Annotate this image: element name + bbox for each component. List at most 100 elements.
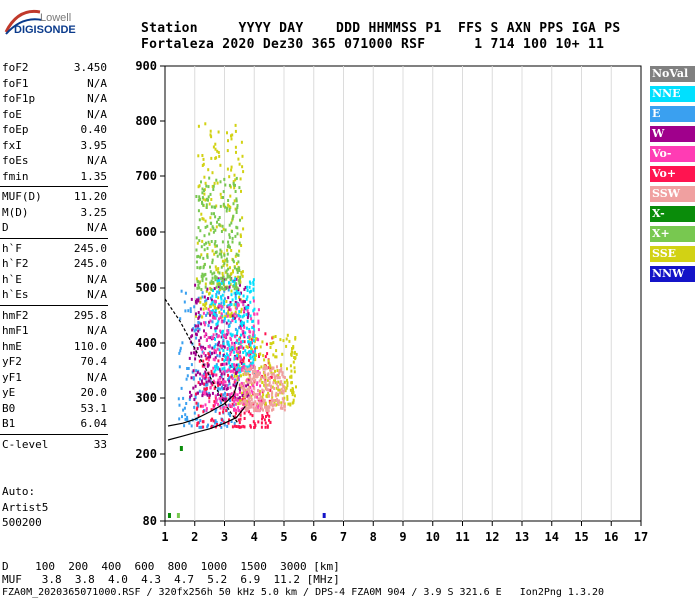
echo-point [238,249,241,253]
param-value: 3.95 [80,138,108,152]
echo-point [184,309,187,313]
echo-point [222,202,225,206]
echo-point [244,366,247,370]
echo-point [179,317,182,321]
echo-point [194,324,197,328]
echo-point [213,404,216,408]
echo-point [235,425,238,428]
echo-point [225,321,228,325]
echo-point [270,373,273,377]
echo-point [247,378,250,382]
echo-point [195,195,198,198]
echo-point [248,400,250,404]
param-label: foF2 [2,61,29,74]
echo-point [228,361,231,365]
echo-point [267,359,270,363]
echo-point [196,286,199,290]
echo-point [263,371,266,375]
echo-point [203,321,205,325]
echo-point [233,342,236,345]
echo-point [282,375,285,379]
echo-point [226,424,229,428]
echo-point [270,393,273,397]
echo-point [253,312,256,316]
echo-point [266,366,269,370]
echo-point [201,364,204,368]
echo-point [211,225,214,229]
echo-point [245,384,248,388]
echo-point [192,369,195,373]
echo-point [271,395,274,399]
echo-point [222,339,225,343]
echo-point [216,354,219,358]
echo-point [234,310,237,314]
echo-point [207,423,209,427]
echo-point [281,352,284,356]
echo-point [286,395,289,399]
echo-point [257,328,260,332]
echo-point [214,302,217,306]
echo-point [243,363,246,367]
echo-point [253,370,256,373]
echo-point [241,274,244,278]
echo-point [210,302,213,306]
echo-point [261,407,263,411]
echo-point [281,397,284,401]
echo-point [213,181,216,185]
echo-point [228,324,231,328]
echo-point [185,402,188,405]
echo-cluster [239,365,286,413]
echo-point [295,385,297,389]
echo-point [243,356,245,360]
echo-point [218,310,221,314]
echo-point [224,205,227,209]
echo-point [212,314,215,318]
echo-point [247,304,250,308]
echo-point [228,223,231,227]
echo-point [229,386,232,390]
echo-point [239,383,242,387]
echo-point [228,285,231,289]
echo-point [242,303,245,307]
echo-point [246,309,249,313]
param-separator [0,237,108,239]
param-label: fxI [2,138,22,152]
echo-point [236,356,239,360]
echo-point [282,391,285,395]
echo-point [220,398,223,402]
echo-point [214,142,217,146]
echo-point [239,413,242,417]
echo-point [196,255,199,259]
echo-point [246,365,249,369]
echo-point [257,308,260,312]
echo-point [204,321,207,325]
echo-point [195,392,197,396]
echo-point [217,270,220,274]
echo-point [213,351,216,355]
echo-point [218,304,221,308]
echo-point [204,390,207,394]
echo-point [214,215,217,219]
echo-point [213,271,216,275]
echo-point [178,351,181,355]
echo-point [231,377,234,380]
param-value: N/A [87,272,107,286]
echo-point [250,405,253,409]
echo-point [241,340,244,343]
echo-point [216,423,219,426]
echo-point [222,344,225,347]
echo-point [251,383,254,387]
echo-point [256,312,259,316]
echo-point [231,236,234,240]
y-tick-label: 500 [135,281,157,295]
param-foes: foEs N/A [2,153,107,168]
echo-point [224,315,227,319]
echo-point [205,184,208,188]
echo-point [208,176,211,180]
echo-point [242,424,245,428]
echo-point [239,357,242,361]
echo-point [216,254,219,258]
echo-point [217,267,220,271]
echo-point [241,394,244,397]
echo-point [267,394,270,398]
